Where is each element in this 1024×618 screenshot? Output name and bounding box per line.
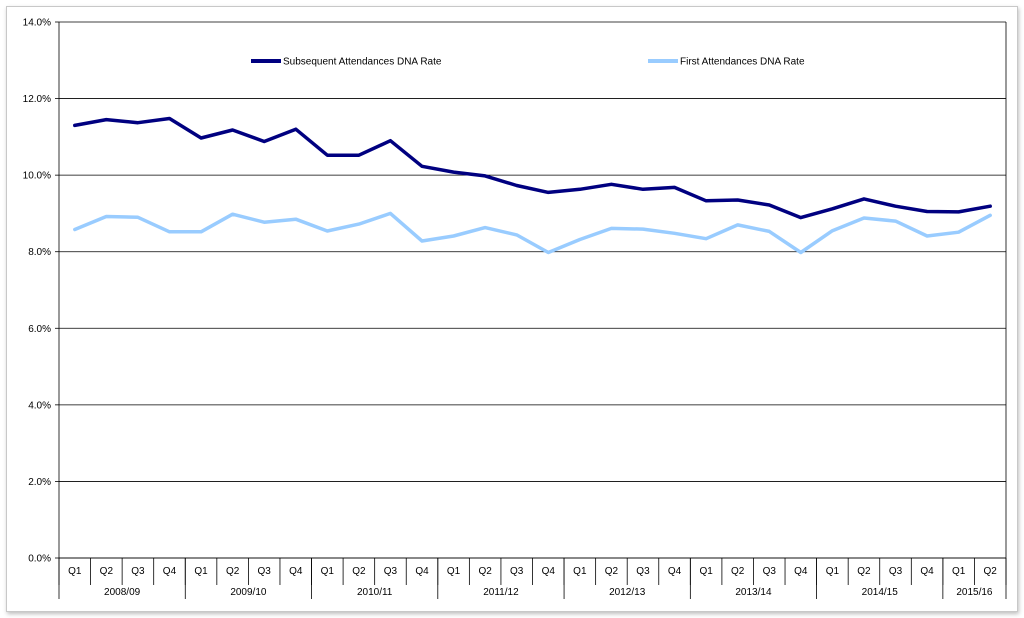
x-tick-label: Q2 <box>605 566 619 577</box>
legend-label: First Attendances DNA Rate <box>680 57 805 68</box>
x-tick-label: Q2 <box>100 566 114 577</box>
x-group-label: 2011/12 <box>483 587 519 598</box>
x-group-label: 2009/10 <box>230 587 267 598</box>
y-tick-label: 4.0% <box>28 400 51 411</box>
x-tick-label: Q3 <box>636 566 650 577</box>
x-tick-label: Q4 <box>163 566 177 577</box>
y-tick-label: 14.0% <box>23 18 51 29</box>
y-tick-label: 12.0% <box>23 94 51 105</box>
legend: Subsequent Attendances DNA Rate First Att… <box>251 57 805 68</box>
x-tick-label: Q2 <box>984 566 998 577</box>
x-tick-label: Q4 <box>289 566 303 577</box>
x-tick-label: Q2 <box>478 566 492 577</box>
x-tick-label: Q1 <box>573 566 587 577</box>
x-group-label: 2008/09 <box>104 587 141 598</box>
legend-label: Subsequent Attendances DNA Rate <box>283 57 442 68</box>
x-tick-label: Q4 <box>794 566 808 577</box>
x-group-label: 2013/14 <box>735 587 772 598</box>
x-tick-label: Q2 <box>731 566 745 577</box>
x-tick-label: Q2 <box>352 566 366 577</box>
y-tick-label: 10.0% <box>23 171 51 182</box>
x-group-label: 2015/16 <box>956 587 993 598</box>
series-line-first-attendances <box>73 211 992 255</box>
x-tick-label: Q4 <box>668 566 682 577</box>
axes <box>55 21 1007 599</box>
x-tick-label: Q1 <box>952 566 966 577</box>
gridlines <box>59 21 1006 559</box>
x-group-label: 2010/11 <box>357 587 393 598</box>
x-tick-label: Q1 <box>447 566 461 577</box>
x-tick-label: Q3 <box>763 566 777 577</box>
x-tick-label: Q3 <box>889 566 903 577</box>
y-tick-label: 8.0% <box>28 247 51 258</box>
x-tick-label: Q3 <box>510 566 524 577</box>
series-lines <box>73 116 992 255</box>
chart-frame <box>6 6 1018 612</box>
x-tick-label: Q2 <box>857 566 871 577</box>
x-group-label: 2014/15 <box>862 587 899 598</box>
y-axis-tick-labels: 0.0% 2.0% 4.0% 6.0% 8.0% 10.0% 12.0% 14.0% <box>23 18 51 565</box>
y-tick-label: 2.0% <box>28 477 51 488</box>
series-line-subsequent-attendances <box>73 116 992 220</box>
x-tick-label: Q2 <box>226 566 240 577</box>
y-tick-label: 6.0% <box>28 324 51 335</box>
x-tick-label: Q3 <box>258 566 272 577</box>
x-tick-label: Q1 <box>699 566 713 577</box>
x-tick-label: Q1 <box>321 566 335 577</box>
x-tick-label: Q4 <box>542 566 556 577</box>
x-tick-label: Q4 <box>415 566 429 577</box>
x-axis-tick-labels: 2008/09 2009/10 2010/11 2011/12 2012/13 2013/… <box>68 566 997 598</box>
x-tick-label: Q1 <box>194 566 208 577</box>
x-tick-label: Q3 <box>384 566 398 577</box>
x-tick-label: Q3 <box>131 566 145 577</box>
y-tick-label: 0.0% <box>28 554 51 565</box>
x-group-label: 2012/13 <box>609 587 646 598</box>
x-tick-label: Q1 <box>826 566 840 577</box>
x-tick-label: Q4 <box>920 566 934 577</box>
x-tick-label: Q1 <box>68 566 82 577</box>
